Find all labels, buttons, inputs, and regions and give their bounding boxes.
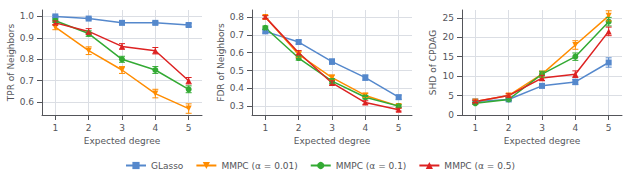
svg-text:1.0: 1.0 bbox=[20, 11, 35, 21]
svg-text:4: 4 bbox=[152, 123, 158, 133]
svg-text:Expected degree: Expected degree bbox=[504, 136, 581, 146]
svg-text:1: 1 bbox=[52, 123, 58, 133]
svg-text:5: 5 bbox=[606, 123, 612, 133]
svg-text:4: 4 bbox=[572, 123, 578, 133]
svg-text:1: 1 bbox=[262, 123, 268, 133]
svg-text:3: 3 bbox=[329, 123, 335, 133]
svg-text:5: 5 bbox=[396, 123, 402, 133]
svg-text:3: 3 bbox=[539, 123, 545, 133]
svg-text:2: 2 bbox=[296, 123, 302, 133]
svg-text:0.9: 0.9 bbox=[20, 33, 35, 43]
svg-text:0.7: 0.7 bbox=[20, 76, 34, 86]
svg-text:3: 3 bbox=[119, 123, 125, 133]
svg-text:0.8: 0.8 bbox=[230, 12, 245, 22]
svg-text:0.5: 0.5 bbox=[230, 66, 244, 76]
svg-text:2: 2 bbox=[506, 123, 512, 133]
svg-text:SHD of CPDAG: SHD of CPDAG bbox=[428, 30, 438, 95]
svg-text:25: 25 bbox=[443, 13, 454, 23]
svg-text:4: 4 bbox=[362, 123, 368, 133]
svg-text:0.3: 0.3 bbox=[230, 101, 244, 111]
svg-text:0.4: 0.4 bbox=[230, 83, 245, 93]
svg-text:Expected degree: Expected degree bbox=[84, 136, 161, 146]
svg-text:0.6: 0.6 bbox=[230, 48, 245, 58]
svg-text:0: 0 bbox=[448, 110, 454, 120]
svg-text:2: 2 bbox=[86, 123, 92, 133]
svg-text:0.8: 0.8 bbox=[20, 54, 35, 64]
svg-text:MMPC (α = 0.01): MMPC (α = 0.01) bbox=[221, 161, 297, 171]
svg-text:1: 1 bbox=[472, 123, 478, 133]
svg-text:5: 5 bbox=[186, 123, 192, 133]
svg-text:5: 5 bbox=[448, 91, 454, 101]
svg-text:0.6: 0.6 bbox=[20, 97, 35, 107]
svg-text:TPR of Neighbors: TPR of Neighbors bbox=[6, 24, 16, 103]
svg-text:0.7: 0.7 bbox=[230, 30, 244, 40]
svg-text:GLasso: GLasso bbox=[151, 161, 184, 171]
svg-text:20: 20 bbox=[443, 32, 455, 42]
svg-text:MMPC (α = 0.5): MMPC (α = 0.5) bbox=[444, 161, 515, 171]
svg-text:15: 15 bbox=[443, 52, 454, 62]
svg-text:10: 10 bbox=[443, 71, 455, 81]
svg-text:FDR of Neighbors: FDR of Neighbors bbox=[216, 23, 226, 102]
svg-text:Expected degree: Expected degree bbox=[294, 136, 371, 146]
svg-text:MMPC (α = 0.1): MMPC (α = 0.1) bbox=[336, 161, 407, 171]
